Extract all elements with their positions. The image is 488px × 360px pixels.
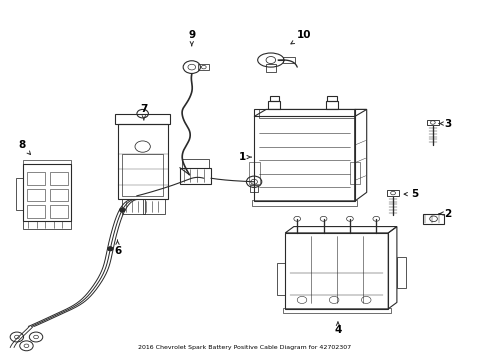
Bar	[27, 206, 45, 218]
Text: 6: 6	[114, 240, 121, 256]
Bar	[122, 154, 163, 196]
Bar	[50, 206, 68, 218]
Text: 10: 10	[290, 30, 311, 44]
Bar	[386, 190, 398, 196]
Bar	[276, 263, 285, 294]
Bar	[27, 189, 45, 201]
Bar	[182, 159, 208, 168]
Bar	[349, 162, 360, 184]
Bar	[23, 160, 71, 164]
Bar	[250, 185, 257, 192]
Bar	[325, 101, 337, 109]
Bar	[122, 199, 144, 213]
Bar	[16, 178, 23, 210]
Bar	[426, 120, 438, 125]
Bar	[254, 109, 354, 201]
Bar	[50, 172, 68, 185]
Text: 7: 7	[140, 104, 147, 120]
Circle shape	[108, 247, 112, 251]
Text: 4: 4	[334, 322, 341, 335]
Bar	[422, 213, 444, 224]
Bar	[282, 308, 390, 313]
Bar	[180, 168, 210, 184]
Bar	[285, 233, 387, 309]
Bar	[251, 200, 356, 207]
Text: 1: 1	[238, 152, 251, 162]
Text: 9: 9	[188, 30, 195, 46]
Bar	[396, 257, 405, 288]
Text: 3: 3	[438, 118, 451, 129]
Bar	[142, 199, 165, 213]
Bar	[50, 189, 68, 201]
Text: 2016 Chevrolet Spark Battery Positive Cable Diagram for 42702307: 2016 Chevrolet Spark Battery Positive Ca…	[138, 345, 350, 350]
Bar	[327, 96, 336, 100]
Bar	[249, 162, 259, 184]
Bar	[23, 164, 71, 221]
Bar	[258, 109, 354, 118]
Text: 5: 5	[403, 189, 417, 199]
Bar	[282, 57, 294, 63]
Text: 2: 2	[438, 208, 451, 219]
Bar	[198, 64, 208, 70]
Bar	[265, 64, 275, 72]
Bar	[269, 96, 279, 100]
Bar	[27, 172, 45, 185]
Bar	[23, 221, 71, 229]
Bar	[115, 114, 170, 123]
Text: 8: 8	[18, 140, 30, 154]
Circle shape	[120, 208, 124, 212]
Bar	[117, 123, 167, 199]
Bar	[268, 101, 280, 109]
